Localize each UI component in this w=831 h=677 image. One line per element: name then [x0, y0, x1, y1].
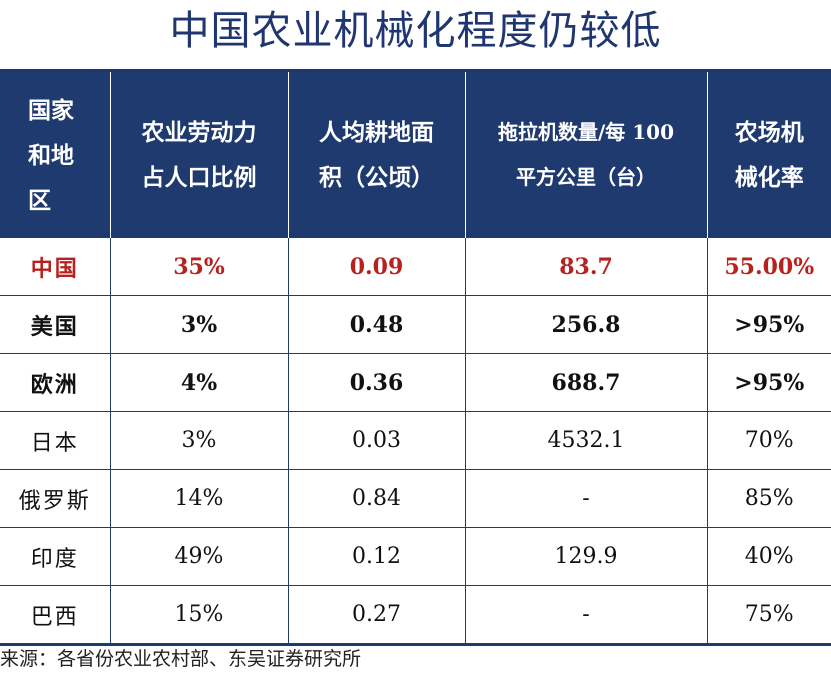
table-row: 中国 35% 0.09 83.7 55.00% [0, 238, 831, 296]
header-mechanization-rate: 农场机 械化率 [707, 72, 831, 238]
cell-country: 俄罗斯 [0, 469, 111, 528]
cell-land: 0.09 [288, 238, 466, 296]
cell-mech-rate: 40% [707, 527, 831, 586]
cell-tractors: 256.8 [465, 295, 708, 354]
header-land-line: 人均耕地面 [319, 119, 434, 146]
header-labor-share-line: 农业劳动力 [141, 119, 257, 146]
cell-land: 0.84 [288, 469, 466, 528]
cell-mech-rate: 70% [707, 411, 831, 470]
cell-tractors: 83.7 [465, 238, 708, 296]
cell-tractors: - [465, 469, 708, 528]
table-row: 印度 49% 0.12 129.9 40% [0, 527, 831, 586]
cell-labor-share: 3% [110, 411, 289, 470]
cell-labor-share: 49% [110, 527, 289, 586]
mechanization-table: 国家 和地 区 农业劳动力 占人口比例 人均耕地面 积（公顷） 拖拉机数量/每 … [0, 72, 831, 646]
cell-country: 日本 [0, 411, 111, 470]
header-mech-line: 械化率 [734, 164, 804, 191]
header-mech-line: 农场机 [734, 119, 804, 146]
header-tractors-line: 平方公里（台） [516, 165, 656, 189]
cell-mech-rate: 55.00% [707, 238, 831, 296]
table-body: 中国 35% 0.09 83.7 55.00% 美国 3% 0.48 256.8… [0, 238, 831, 646]
table-row: 巴西 15% 0.27 - 75% [0, 585, 831, 646]
cell-country: 欧洲 [0, 353, 111, 412]
cell-country: 美国 [0, 295, 111, 354]
header-country: 国家 和地 区 [0, 72, 111, 238]
page-title: 中国农业机械化程度仍较低 [169, 8, 662, 54]
header-labor-share-line: 占人口比例 [141, 164, 257, 191]
header-land-per-capita: 人均耕地面 积（公顷） [288, 72, 466, 238]
cell-country: 印度 [0, 527, 111, 586]
header-tractors: 拖拉机数量/每 100 平方公里（台） [465, 72, 708, 238]
cell-mech-rate: 85% [707, 469, 831, 528]
cell-land: 0.27 [288, 585, 466, 646]
table-row: 欧洲 4% 0.36 688.7 >95% [0, 353, 831, 412]
header-country-line: 国家 [28, 96, 74, 124]
cell-labor-share: 4% [110, 353, 289, 412]
header-land-line: 积（公顷） [319, 164, 434, 191]
cell-labor-share: 3% [110, 295, 289, 354]
header-labor-share: 农业劳动力 占人口比例 [110, 72, 289, 238]
header-country-line: 和地 [28, 141, 74, 169]
cell-mech-rate: >95% [707, 353, 831, 412]
cell-labor-share: 35% [110, 238, 289, 296]
cell-tractors: - [465, 585, 708, 646]
header-row: 国家 和地 区 农业劳动力 占人口比例 人均耕地面 积（公顷） 拖拉机数量/每 … [0, 72, 831, 238]
cell-labor-share: 14% [110, 469, 289, 528]
cell-tractors: 688.7 [465, 353, 708, 412]
cell-mech-rate: 75% [707, 585, 831, 646]
table-row: 美国 3% 0.48 256.8 >95% [0, 295, 831, 354]
header-tractors-line: 拖拉机数量/每 100 [497, 120, 674, 144]
cell-land: 0.03 [288, 411, 466, 470]
cell-land: 0.48 [288, 295, 466, 354]
cell-tractors: 4532.1 [465, 411, 708, 470]
cell-land: 0.36 [288, 353, 466, 412]
source-note: 来源：各省份农业农村部、东吴证券研究所 [0, 648, 362, 670]
cell-country: 中国 [0, 238, 111, 296]
table-row: 日本 3% 0.03 4532.1 70% [0, 411, 831, 470]
cell-labor-share: 15% [110, 585, 289, 646]
table-row: 俄罗斯 14% 0.84 - 85% [0, 469, 831, 528]
cell-tractors: 129.9 [465, 527, 708, 586]
table-wrapper: 国家 和地 区 农业劳动力 占人口比例 人均耕地面 积（公顷） 拖拉机数量/每 … [0, 69, 831, 646]
cell-mech-rate: >95% [707, 295, 831, 354]
cell-country: 巴西 [0, 585, 111, 646]
header-country-line: 区 [28, 186, 51, 214]
table-header: 国家 和地 区 农业劳动力 占人口比例 人均耕地面 积（公顷） 拖拉机数量/每 … [0, 72, 831, 238]
cell-land: 0.12 [288, 527, 466, 586]
